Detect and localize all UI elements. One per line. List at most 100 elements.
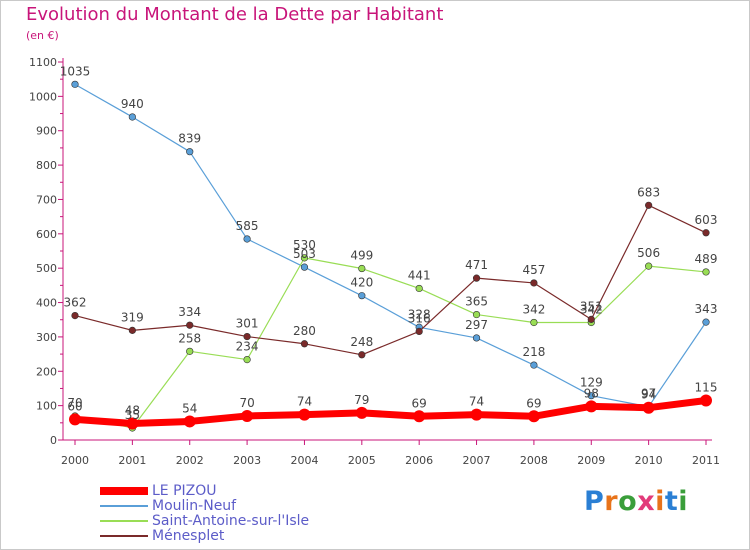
data-label: 248 [350, 335, 373, 349]
y-tick-label: 400 [36, 297, 57, 310]
data-label: 69 [526, 396, 541, 410]
data-label: 60 [67, 399, 82, 413]
data-point [587, 392, 595, 400]
data-label: 301 [236, 317, 259, 331]
logo-letter: P [584, 486, 605, 517]
data-point [300, 340, 309, 348]
data-point [71, 80, 79, 88]
data-label: 97 [641, 387, 656, 401]
data-label: 35 [125, 408, 140, 422]
data-point [527, 410, 540, 423]
data-point [530, 279, 538, 287]
data-label: 839 [178, 132, 201, 146]
y-tick-label: 0 [50, 434, 57, 447]
data-point [243, 355, 251, 364]
data-point [358, 264, 366, 273]
data-label: 280 [293, 324, 316, 338]
data-point [126, 417, 139, 430]
data-point [645, 201, 653, 209]
legend-label: Ménesplet [152, 528, 225, 544]
data-point [702, 318, 710, 326]
data-point [186, 347, 194, 355]
data-point [241, 409, 254, 422]
data-point [243, 235, 251, 243]
data-label: 499 [350, 249, 373, 263]
legend-label: Saint-Antoine-sur-l'Isle [152, 513, 310, 529]
data-label: 297 [465, 318, 488, 332]
data-label: 218 [522, 345, 545, 359]
data-label: 471 [465, 258, 488, 272]
data-point [298, 408, 311, 421]
data-label: 530 [293, 238, 316, 252]
x-tick-label: 2005 [348, 454, 376, 467]
data-point [183, 415, 196, 428]
legend-label: Moulin-Neuf [152, 498, 237, 514]
data-label: 74 [297, 395, 312, 409]
data-label: 603 [695, 213, 718, 227]
y-tick-label: 1100 [29, 56, 57, 69]
data-label: 365 [465, 295, 488, 309]
data-point [530, 361, 538, 369]
data-label: 74 [469, 395, 484, 409]
data-label: 441 [408, 268, 431, 282]
legend-swatch [100, 535, 148, 537]
data-point [69, 413, 81, 426]
x-tick-label: 2007 [463, 454, 491, 467]
data-point [470, 408, 483, 421]
data-label: 1035 [60, 64, 91, 78]
data-label: 69 [412, 396, 427, 410]
x-tick-label: 2001 [118, 454, 146, 467]
data-point [355, 406, 368, 419]
y-tick-label: 500 [36, 262, 57, 275]
data-label: 362 [64, 296, 87, 310]
data-label: 343 [695, 302, 718, 316]
legend-swatch [100, 505, 148, 507]
data-point [472, 334, 481, 342]
data-label: 489 [695, 252, 718, 266]
data-label: 319 [121, 310, 144, 324]
data-label: 98 [584, 386, 599, 400]
data-label: 115 [695, 380, 718, 394]
data-point [300, 254, 309, 262]
data-point [530, 318, 538, 327]
data-point [358, 292, 366, 300]
series-line-1 [74, 83, 707, 408]
proxiti-logo: Proxiti [584, 486, 688, 517]
x-tick-label: 2008 [520, 454, 548, 467]
y-tick-label: 900 [36, 125, 57, 138]
data-label: 129 [580, 376, 603, 390]
y-tick-label: 800 [36, 159, 57, 172]
data-label: 48 [125, 404, 140, 418]
y-tick-label: 100 [36, 400, 57, 413]
y-tick-label: 200 [36, 365, 57, 378]
data-label: 70 [239, 396, 254, 410]
data-point [413, 410, 426, 423]
x-tick-label: 2000 [61, 454, 89, 467]
data-point [642, 401, 655, 414]
x-tick-label: 2004 [290, 454, 318, 467]
data-label: 420 [350, 276, 373, 290]
data-label: 506 [637, 246, 660, 260]
data-label: 70 [67, 396, 82, 410]
data-point [702, 229, 710, 237]
legend-label: LE PIZOU [152, 483, 217, 499]
chart-title: Evolution du Montant de la Dette par Hab… [26, 4, 444, 25]
series-line-0 [71, 396, 710, 428]
data-label: 503 [293, 247, 316, 261]
data-point [645, 262, 653, 270]
data-point [128, 326, 136, 334]
y-tick-label: 600 [36, 228, 57, 241]
data-point [300, 263, 309, 271]
data-label: 457 [522, 263, 545, 277]
data-label: 328 [408, 307, 431, 321]
x-tick-label: 2002 [176, 454, 204, 467]
data-label: 351 [580, 299, 603, 313]
chart-subtitle: (en €) [26, 29, 59, 42]
legend-swatch [100, 487, 148, 495]
x-tick-label: 2006 [405, 454, 433, 467]
series-line-2 [74, 257, 707, 429]
data-label: 94 [641, 388, 656, 402]
data-point [71, 312, 79, 320]
data-label: 234 [236, 340, 259, 354]
